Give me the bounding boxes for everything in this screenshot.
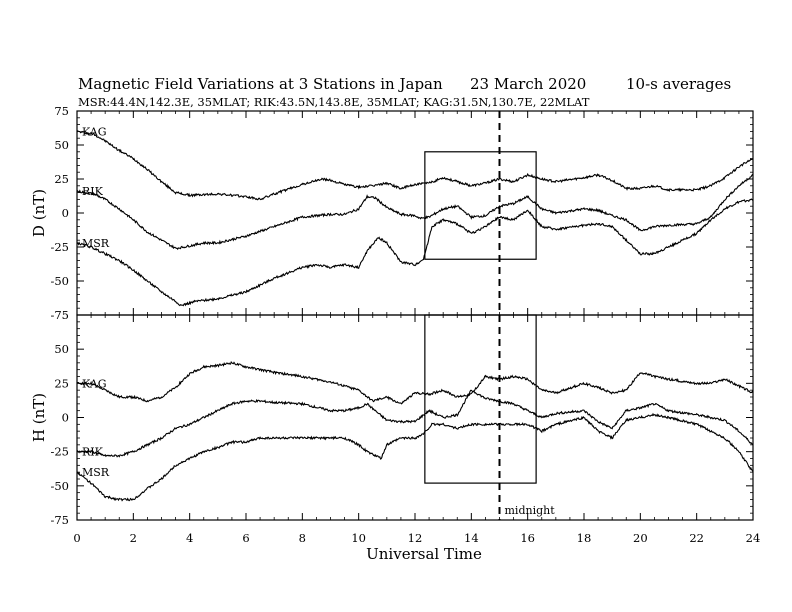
x-tick-label: 20 — [633, 531, 648, 545]
panel-frame — [76, 314, 754, 521]
panel-d: 75 50 25 0 -25 -50 -75 D (nT) KAG RIK MSR — [30, 104, 754, 322]
series-line-rik — [76, 174, 754, 251]
y-tick-label: -75 — [50, 513, 69, 527]
series-label-rik: RIK — [82, 185, 104, 198]
y-axis-label: D (nT) — [30, 189, 48, 237]
x-tick-label: 6 — [242, 531, 249, 545]
series-label-kag: KAG — [82, 377, 107, 390]
y-tick-label: 0 — [62, 206, 69, 220]
x-tick-label: 12 — [408, 531, 423, 545]
x-tick-label: 24 — [746, 531, 761, 545]
series-label-msr: MSR — [82, 237, 110, 250]
x-tick-label: 4 — [186, 531, 193, 545]
y-tick-label: 75 — [54, 104, 69, 118]
y-tick-label: 50 — [54, 342, 69, 356]
x-tick-label: 10 — [351, 531, 366, 545]
y-tick-label: 25 — [54, 172, 69, 186]
highlight-box — [424, 314, 537, 484]
chart-date: 23 March 2020 — [470, 75, 586, 93]
series-line-msr — [76, 198, 754, 307]
series-label-rik: RIK — [82, 446, 104, 459]
chart-averaging: 10-s averages — [626, 75, 731, 93]
y-tick-label: -50 — [50, 274, 69, 288]
y-tick-label: -25 — [50, 240, 69, 254]
highlight-box — [424, 151, 537, 260]
x-tick-label: 8 — [299, 531, 306, 545]
x-tick-label: 2 — [130, 531, 137, 545]
series-line-kag — [76, 130, 754, 201]
x-axis-label: Universal Time — [366, 545, 482, 563]
series-line-rik — [76, 389, 754, 458]
y-tick-label: -25 — [50, 445, 69, 459]
y-axis-label: H (nT) — [30, 393, 48, 442]
midnight-label: midnight — [505, 504, 556, 517]
series-line-msr — [77, 412, 754, 502]
x-tick-label: 0 — [73, 531, 80, 545]
chart-title: Magnetic Field Variations at 3 Stations … — [78, 75, 443, 93]
panel-frame — [76, 110, 754, 316]
y-tick-label: 25 — [54, 376, 69, 390]
x-tick-label: 18 — [577, 531, 592, 545]
series-label-msr: MSR — [82, 466, 110, 479]
chart-subtitle-stations: MSR:44.4N,142.3E, 35MLAT; RIK:43.5N,143.… — [78, 95, 590, 109]
x-tick-label: 22 — [689, 531, 704, 545]
y-tick-label: -50 — [50, 479, 69, 493]
y-tick-label: 50 — [54, 138, 69, 152]
y-tick-label: -75 — [50, 308, 69, 322]
series-line-kag — [76, 361, 754, 405]
panel-h: 50 25 0 -25 -50 -75 H (nT) KAG RIK MSR — [30, 314, 754, 527]
x-tick-label: 16 — [520, 531, 535, 545]
series-label-kag: KAG — [82, 125, 107, 138]
x-tick-label: 14 — [464, 531, 479, 545]
y-tick-label: 0 — [62, 411, 69, 425]
